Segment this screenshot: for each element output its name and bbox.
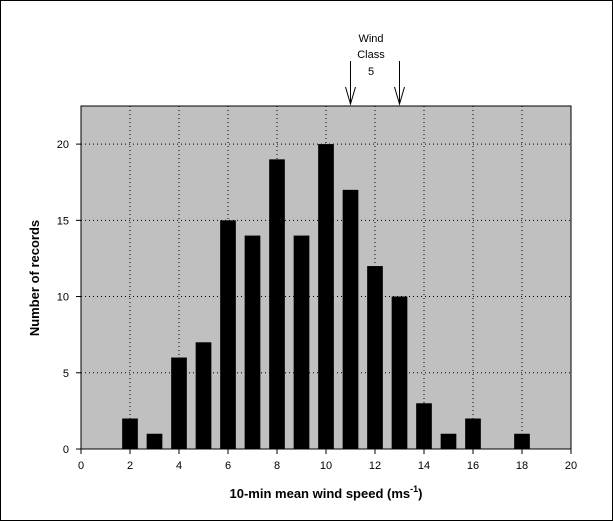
bar	[367, 266, 383, 449]
bar	[391, 296, 408, 449]
wind-class-annotation: Wind Class 5	[345, 33, 405, 106]
bars	[122, 144, 530, 449]
x-tick-label: 16	[467, 460, 479, 472]
y-tick-label: 15	[57, 215, 69, 227]
y-axis-title: Number of records	[27, 220, 42, 336]
annotation-line-2: Class	[357, 49, 385, 61]
bar	[122, 418, 138, 449]
y-tick-label: 5	[63, 368, 69, 380]
annotation-line-3: 5	[368, 66, 374, 78]
bar	[416, 403, 432, 449]
bar	[293, 235, 310, 449]
bar	[318, 144, 334, 449]
annotation-line-1: Wind	[358, 33, 383, 45]
x-tick-label: 12	[369, 460, 381, 472]
x-tick-label: 20	[565, 460, 577, 472]
bar	[269, 159, 285, 449]
x-tick-label: 10	[320, 460, 332, 472]
x-tick-label: 8	[274, 460, 280, 472]
bar	[440, 433, 457, 449]
x-tick-labels: 0 2 4 6 8 10 12 14 16 18 20	[78, 460, 577, 472]
bar	[342, 189, 359, 449]
x-tick-label: 18	[516, 460, 528, 472]
y-tick-label: 0	[63, 444, 69, 456]
axes	[76, 106, 572, 454]
bar	[195, 342, 212, 449]
annotation-arrows	[345, 61, 405, 106]
x-tick-label: 6	[225, 460, 231, 472]
y-tick-labels: 0 5 10 15 20	[57, 139, 69, 456]
x-tick-label: 2	[127, 460, 133, 472]
bar	[146, 433, 163, 449]
bar	[220, 220, 236, 449]
x-tick-label: 14	[418, 460, 430, 472]
x-axis-title: 10-min mean wind speed (ms-1)	[230, 484, 423, 501]
bar	[465, 418, 481, 449]
x-tick-label: 4	[176, 460, 182, 472]
bar	[171, 357, 187, 449]
y-tick-label: 10	[57, 292, 69, 304]
annotation-arrow-head	[345, 86, 356, 106]
x-tick-label: 0	[78, 460, 84, 472]
bar	[514, 433, 530, 449]
y-tick-label: 20	[57, 139, 69, 151]
annotation-arrow-head	[394, 86, 405, 106]
bar	[244, 235, 261, 449]
